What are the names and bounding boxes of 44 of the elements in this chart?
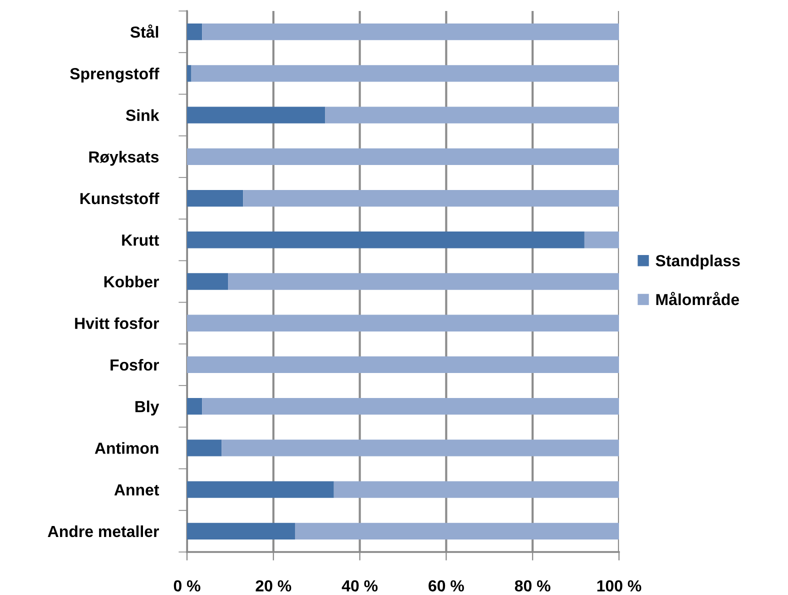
y-tick-label: Kunststoff: [80, 192, 160, 204]
bar: [584, 232, 619, 248]
bar: [187, 232, 584, 248]
y-tick-label: Krutt: [122, 234, 160, 246]
bar: [187, 522, 295, 540]
y-tick-label: Røyksats: [89, 150, 159, 166]
x-tick-label: 80 %: [514, 580, 550, 592]
bar: [187, 148, 619, 165]
legend-label: Målområde: [656, 292, 740, 306]
y-tick-label: Bly: [135, 400, 160, 416]
bar: [228, 273, 619, 290]
bar: [187, 314, 619, 332]
y-tick-label: Antimon: [94, 442, 158, 454]
x-tick-label: 20 %: [256, 580, 292, 592]
bar: [187, 23, 202, 40]
bar: [295, 522, 619, 540]
bar: [243, 190, 619, 207]
x-tick-label: 60 %: [428, 580, 464, 592]
bar: [187, 65, 192, 82]
bar: [187, 106, 326, 124]
x-tick-label: 0 %: [174, 580, 200, 592]
y-tick-label: Hvitt fosfor: [75, 317, 159, 330]
bar: [187, 481, 334, 498]
y-tick-label: Kobber: [104, 276, 159, 288]
y-tick-label: Sprengstoff: [70, 68, 160, 83]
bar: [187, 273, 228, 290]
y-tick-label: Stål: [130, 24, 158, 38]
bar: [222, 440, 619, 456]
y-tick-label: Sink: [126, 109, 160, 121]
bar: [202, 398, 619, 415]
y-tick-label: Annet: [114, 484, 160, 496]
bar: [334, 481, 619, 498]
bar: [325, 106, 619, 124]
x-tick-label: 100 %: [597, 580, 642, 592]
bar: [187, 190, 244, 207]
bar: [187, 398, 202, 415]
bar: [187, 356, 619, 374]
legend-label: Standplass: [656, 254, 740, 270]
y-tick-label: Fosfor: [110, 358, 159, 371]
bar: [191, 65, 619, 82]
bar: [202, 23, 619, 40]
bar: [187, 440, 222, 456]
y-tick-label: Andre metaller: [48, 525, 159, 538]
x-tick-label: 40 %: [342, 580, 378, 592]
